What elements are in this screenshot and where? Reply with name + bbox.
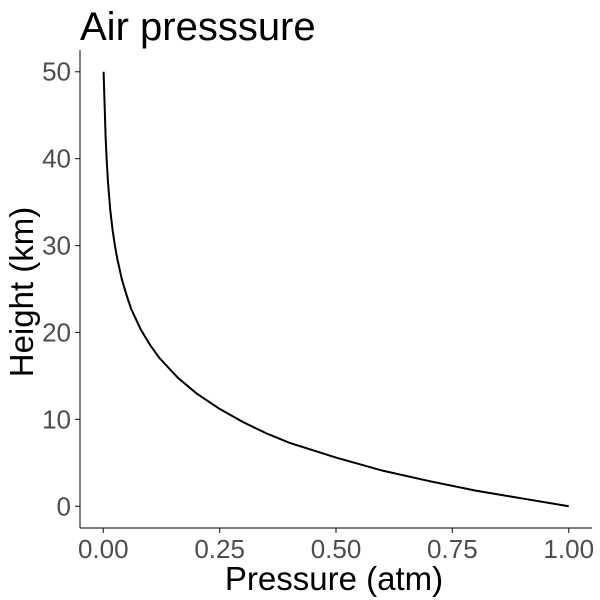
y-tick-label: 30 [42, 231, 71, 261]
x-tick-label: 1.00 [543, 534, 594, 564]
x-axis-ticks: 0.00 0.25 0.50 0.75 1.00 [78, 528, 594, 564]
y-tick-label: 10 [42, 404, 71, 434]
x-tick-label: 0.00 [78, 534, 129, 564]
y-axis-title: Height (km) [3, 207, 40, 378]
y-tick-label: 40 [42, 144, 71, 174]
x-tick-label: 0.25 [194, 534, 245, 564]
x-axis-title: Pressure (atm) [225, 560, 443, 597]
y-tick-label: 50 [42, 57, 71, 87]
y-axis-ticks: 0 10 20 30 40 50 [42, 57, 80, 521]
series-group [102, 71, 569, 508]
y-tick-label: 20 [42, 317, 71, 347]
y-tick-label: 0 [57, 491, 71, 521]
x-tick-label: 0.50 [311, 534, 362, 564]
series-line [102, 71, 569, 508]
x-tick-label: 0.75 [427, 534, 478, 564]
chart-title: Air presssure [80, 5, 316, 49]
